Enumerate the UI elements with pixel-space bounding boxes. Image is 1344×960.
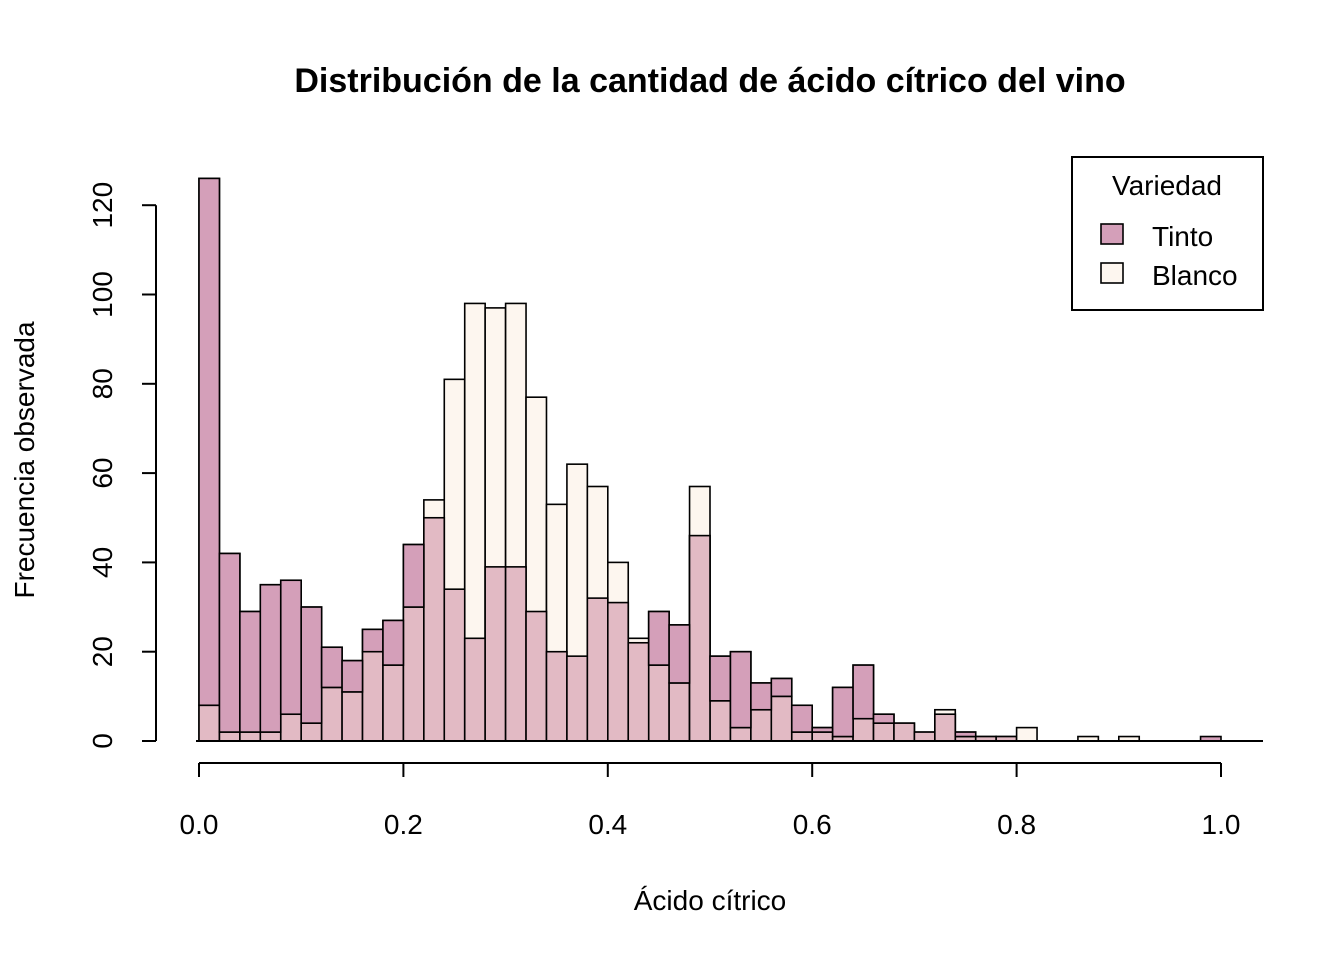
bar-overlap xyxy=(586,597,609,742)
bar-blanco xyxy=(913,731,936,742)
bar-blanco xyxy=(361,650,384,742)
bar-tinto-top xyxy=(852,664,875,720)
legend-label-blanco: Blanco xyxy=(1152,260,1238,291)
bar-overlap xyxy=(504,566,527,742)
bar-overlap xyxy=(484,566,507,742)
bar-tinto-top xyxy=(402,543,425,608)
x-tick-label: 0.0 xyxy=(180,809,219,840)
bar-tinto-top xyxy=(341,659,364,693)
bar-blanco xyxy=(218,731,241,742)
bar-tinto-top xyxy=(770,677,793,698)
bar-tinto-top xyxy=(279,579,303,716)
y-tick-label: 0 xyxy=(87,733,118,749)
bar-overlap xyxy=(545,650,568,742)
x-axis: 0.0 0.2 0.4 0.6 0.8 1.0 xyxy=(180,762,1241,840)
bar-overlap xyxy=(423,516,446,742)
legend-swatch-tinto xyxy=(1100,223,1124,245)
bar-blanco xyxy=(872,722,895,742)
bar-overlap xyxy=(443,588,466,742)
bar-overlap xyxy=(463,637,486,742)
y-tick-label: 120 xyxy=(87,182,118,229)
bar-tinto-top xyxy=(790,704,814,733)
bar-blanco xyxy=(300,722,323,742)
bar-tinto-top xyxy=(954,731,977,738)
y-axis-label: Frecuencia observada xyxy=(9,321,40,598)
bar-overlap xyxy=(934,713,957,742)
legend-title: Variedad xyxy=(1112,170,1222,201)
bar-tinto-top xyxy=(198,177,221,707)
y-axis: 0 20 40 60 80 100 120 xyxy=(87,182,157,749)
bars-layer xyxy=(198,177,1222,742)
y-tick-label: 40 xyxy=(87,547,118,578)
bar-overlap xyxy=(606,601,630,742)
bar-tinto-top xyxy=(218,552,241,733)
bar-blanco xyxy=(647,664,670,742)
legend: Variedad Tinto Blanco xyxy=(1071,156,1264,311)
bar-blanco xyxy=(770,695,793,742)
bar-tinto-top xyxy=(729,650,752,729)
x-tick-label: 0.6 xyxy=(793,809,832,840)
x-tick-label: 0.2 xyxy=(384,809,423,840)
y-tick-label: 20 xyxy=(87,636,118,667)
bar-blanco xyxy=(341,691,364,742)
bar-blanco xyxy=(320,686,343,742)
x-tick-label: 0.4 xyxy=(588,809,627,840)
chart-title: Distribución de la cantidad de ácido cít… xyxy=(294,62,1125,100)
bar-tinto-top xyxy=(300,606,323,724)
bar-tinto-top xyxy=(668,624,691,684)
bar-blanco xyxy=(668,682,691,742)
bar-tinto-top xyxy=(239,610,262,733)
bar-blanco xyxy=(852,717,875,742)
bar-blanco xyxy=(1015,726,1038,742)
bar-tinto-top xyxy=(811,726,834,733)
bar-tinto-top xyxy=(259,583,282,733)
y-tick-label: 80 xyxy=(87,368,118,399)
x-tick-label: 1.0 xyxy=(1202,809,1241,840)
bar-blanco xyxy=(239,731,262,742)
bar-blanco xyxy=(402,606,425,742)
x-axis-label: Ácido cítrico xyxy=(634,885,787,916)
bar-blanco xyxy=(750,708,773,742)
bar-blanco xyxy=(279,713,303,742)
bar-tinto-top xyxy=(382,619,405,666)
bar-tinto-top xyxy=(647,610,670,666)
x-tick-label: 0.8 xyxy=(997,809,1036,840)
bar-overlap xyxy=(627,641,650,742)
bar-overlap xyxy=(525,610,548,742)
bar-blanco xyxy=(790,731,814,742)
bar-blanco xyxy=(198,704,221,742)
bar-overlap xyxy=(566,655,589,742)
bar-blanco xyxy=(259,731,282,742)
y-tick-label: 60 xyxy=(87,458,118,489)
bar-tinto-top xyxy=(831,686,854,738)
bar-tinto-top xyxy=(750,682,773,711)
bar-blanco xyxy=(709,700,732,742)
legend-label-tinto: Tinto xyxy=(1152,221,1213,252)
bar-blanco xyxy=(382,664,405,742)
y-tick-label: 100 xyxy=(87,271,118,318)
bar-tinto-top xyxy=(320,646,343,689)
bar-blanco xyxy=(811,731,834,742)
bar-blanco xyxy=(893,722,916,742)
bar-tinto-top xyxy=(872,713,895,724)
bar-blanco xyxy=(729,726,752,742)
bar-tinto-top xyxy=(361,628,384,653)
bar-tinto-top xyxy=(709,655,732,702)
legend-swatch-blanco xyxy=(1100,262,1124,284)
bar-overlap xyxy=(688,534,711,742)
